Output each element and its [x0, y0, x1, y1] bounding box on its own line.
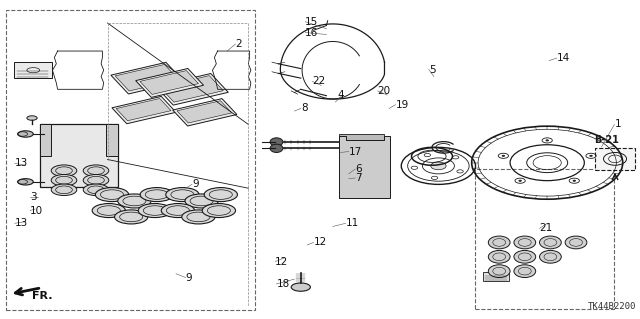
Ellipse shape: [546, 140, 548, 141]
Polygon shape: [339, 136, 390, 198]
Ellipse shape: [51, 165, 77, 176]
Ellipse shape: [502, 155, 505, 156]
Ellipse shape: [540, 236, 561, 249]
Polygon shape: [111, 62, 184, 94]
Ellipse shape: [140, 188, 173, 202]
Polygon shape: [115, 64, 179, 91]
Bar: [483, 272, 509, 281]
Ellipse shape: [138, 204, 172, 218]
Polygon shape: [40, 124, 51, 156]
Ellipse shape: [95, 188, 129, 202]
Text: 2: 2: [236, 39, 242, 49]
Ellipse shape: [83, 184, 109, 196]
Text: 15: 15: [305, 17, 319, 27]
Text: 3: 3: [30, 192, 36, 202]
Text: 12: 12: [314, 237, 327, 248]
Polygon shape: [40, 124, 118, 187]
Ellipse shape: [204, 188, 237, 202]
Polygon shape: [116, 99, 171, 121]
Ellipse shape: [270, 138, 283, 146]
Ellipse shape: [51, 174, 77, 186]
Ellipse shape: [540, 250, 561, 263]
Ellipse shape: [115, 210, 148, 224]
Text: 7: 7: [355, 173, 362, 183]
Text: 8: 8: [301, 103, 307, 114]
Ellipse shape: [202, 204, 236, 218]
Bar: [14, 62, 52, 78]
Ellipse shape: [514, 265, 536, 278]
Polygon shape: [160, 76, 223, 102]
Ellipse shape: [519, 180, 522, 182]
Bar: [339, 191, 384, 198]
Ellipse shape: [166, 188, 199, 202]
Ellipse shape: [83, 174, 109, 186]
Ellipse shape: [92, 204, 125, 218]
Text: 17: 17: [349, 146, 362, 157]
Ellipse shape: [565, 236, 587, 249]
Polygon shape: [112, 96, 176, 124]
Polygon shape: [140, 70, 198, 94]
Ellipse shape: [514, 250, 536, 263]
Text: 9: 9: [186, 272, 192, 283]
Text: 13: 13: [15, 158, 28, 168]
Polygon shape: [173, 99, 237, 126]
Ellipse shape: [27, 116, 37, 120]
Bar: [475, 169, 614, 309]
Ellipse shape: [514, 236, 536, 249]
Ellipse shape: [182, 210, 215, 224]
Text: 9: 9: [192, 179, 198, 189]
Text: 20: 20: [378, 86, 391, 96]
Polygon shape: [136, 69, 204, 97]
Text: FR.: FR.: [32, 291, 52, 301]
Ellipse shape: [185, 194, 218, 208]
Bar: [339, 134, 384, 140]
Text: 5: 5: [429, 64, 435, 75]
Ellipse shape: [270, 144, 283, 152]
Text: 19: 19: [396, 100, 409, 110]
Text: 11: 11: [346, 218, 359, 228]
Ellipse shape: [573, 180, 575, 182]
Polygon shape: [177, 101, 232, 123]
Text: 16: 16: [305, 27, 319, 38]
Ellipse shape: [18, 131, 33, 137]
Text: 14: 14: [557, 53, 570, 63]
Ellipse shape: [51, 184, 77, 196]
Bar: [6, 10, 255, 310]
Ellipse shape: [83, 165, 109, 176]
Ellipse shape: [291, 283, 310, 291]
Text: 18: 18: [276, 279, 290, 289]
Polygon shape: [156, 73, 228, 105]
Text: 4: 4: [338, 90, 344, 100]
Ellipse shape: [589, 155, 592, 156]
Ellipse shape: [488, 250, 510, 263]
Ellipse shape: [118, 194, 151, 208]
Text: B-21: B-21: [594, 136, 619, 145]
Polygon shape: [106, 124, 118, 156]
Text: TK44B2200: TK44B2200: [588, 302, 636, 311]
Bar: [595, 148, 635, 170]
Text: 22: 22: [312, 76, 326, 86]
Ellipse shape: [488, 265, 510, 278]
Ellipse shape: [161, 204, 195, 218]
Text: 21: 21: [540, 223, 553, 234]
Text: 13: 13: [15, 218, 28, 228]
Text: 12: 12: [275, 256, 289, 267]
Text: 10: 10: [30, 205, 44, 216]
Ellipse shape: [18, 179, 33, 185]
Ellipse shape: [488, 236, 510, 249]
Text: 6: 6: [355, 164, 362, 174]
Ellipse shape: [431, 162, 446, 170]
Text: 1: 1: [614, 119, 621, 130]
